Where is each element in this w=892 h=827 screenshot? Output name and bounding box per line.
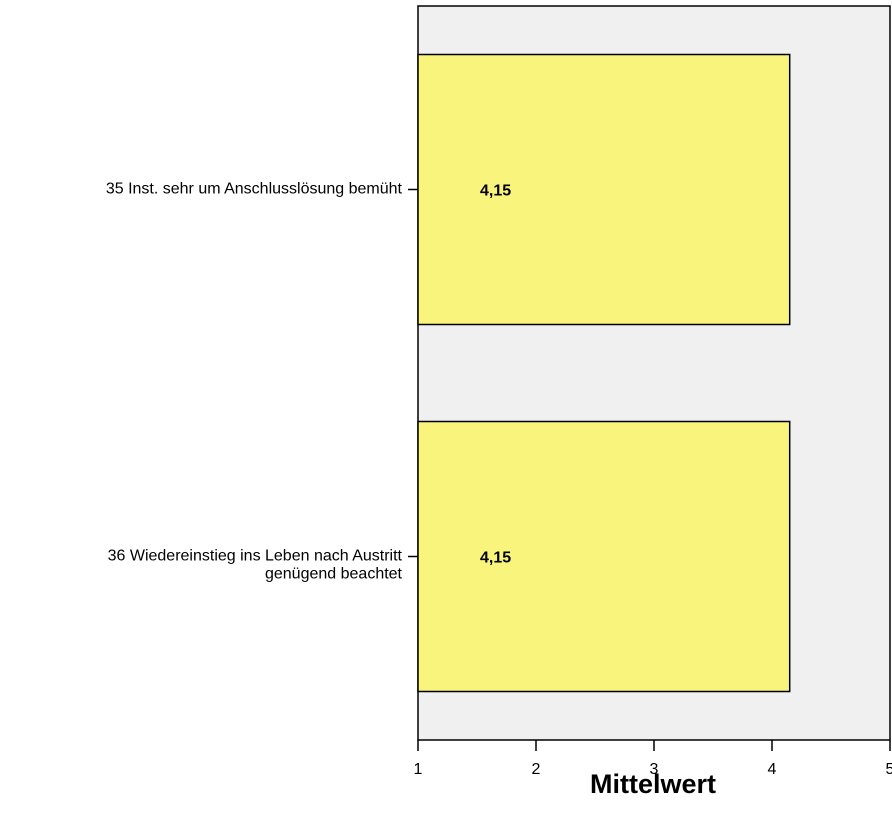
data-label: 4,15 xyxy=(480,550,511,567)
x-tick-label: 2 xyxy=(532,761,541,778)
category-label: 36 Wiedereinstieg ins Leben nach Austrit… xyxy=(108,548,403,565)
bar xyxy=(417,53,791,326)
bar xyxy=(417,420,791,693)
category-label: 35 Inst. sehr um Anschlusslösung bemüht xyxy=(106,181,403,198)
category-label: genügend beachtet xyxy=(265,566,403,583)
x-tick-label: 3 xyxy=(650,761,659,778)
category-labels: 35 Inst. sehr um Anschlusslösung bemüht 3… xyxy=(106,181,418,583)
x-tick-label: 5 xyxy=(886,761,892,778)
x-tick-label: 4 xyxy=(768,761,777,778)
bars-layer: 4,15 4,15 xyxy=(417,53,791,693)
x-axis-title: Mittelwert xyxy=(590,769,716,799)
x-tick-label: 1 xyxy=(414,761,423,778)
data-label: 4,15 xyxy=(480,183,511,200)
x-axis-ticks: 1 2 3 4 5 xyxy=(414,740,892,778)
